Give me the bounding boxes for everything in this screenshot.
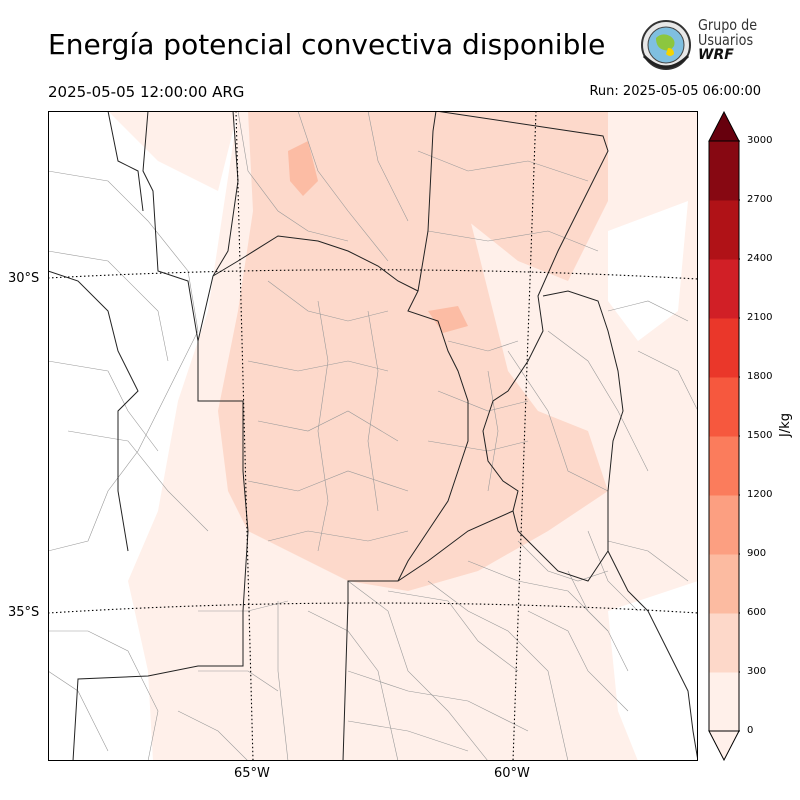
colorbar-tick-label: 3000 [747, 135, 773, 146]
logo-line-2: Usuarios [698, 31, 754, 49]
colorbar-tick-label: 2400 [747, 253, 773, 264]
colorbar-band [709, 377, 739, 437]
colorbar-band [709, 259, 739, 319]
map-frame [48, 111, 698, 761]
colorbar-extend-max [708, 111, 740, 142]
colorbar-tick-label: 1500 [747, 430, 773, 441]
department-boundaries [48, 111, 698, 761]
colorbar-band [709, 554, 739, 614]
colorbar-band [709, 200, 739, 260]
colorbar-band [709, 436, 739, 496]
colorbar-tick-label: 300 [747, 666, 767, 677]
logo-line-3: WRF [698, 47, 734, 63]
colorbar-tick-label: 600 [747, 607, 767, 618]
province-boundaries [48, 111, 698, 761]
colorbar-band [709, 613, 739, 673]
logo-line-1: Grupo de [698, 16, 758, 34]
colorbar-tick-label: 2100 [747, 312, 773, 323]
colorbar [708, 111, 740, 761]
cape-fill-light-west [108, 111, 238, 191]
colorbar-tick-label: 0 [747, 725, 754, 736]
lon-label-60w: 60°W [494, 766, 530, 781]
colorbar-tick-label: 900 [747, 548, 767, 559]
colorbar-tick-label: 1800 [747, 371, 773, 382]
cape-zero-area [608, 581, 698, 761]
colorbar-band [709, 318, 739, 378]
colorbar-band [709, 495, 739, 555]
map-title: Energía potencial convectiva disponible [48, 28, 606, 61]
lat-label-30s: 30°S [8, 271, 40, 286]
cape-fill-strong-2 [428, 306, 468, 333]
colorbar-unit-label: J/kg [778, 413, 793, 437]
valid-time: 2025-05-05 12:00:00 ARG [48, 83, 245, 101]
wrf-globe-icon [641, 20, 691, 70]
colorbar-tick-label: 1200 [747, 489, 773, 500]
cape-fill-medium [218, 111, 608, 591]
colorbar-band [709, 672, 739, 732]
lat-label-35s: 35°S [8, 605, 40, 620]
run-time: Run: 2025-05-05 06:00:00 [589, 84, 761, 99]
colorbar-band [709, 141, 739, 201]
colorbar-extend-min [708, 730, 740, 761]
colorbar-tick-label: 2700 [747, 194, 773, 205]
wrf-logo: Grupo de Usuarios WRF [638, 18, 758, 74]
lon-label-65w: 65°W [234, 766, 270, 781]
cape-fill-medium-north [418, 111, 608, 281]
graticule [48, 111, 698, 761]
cape-fill-strong [288, 141, 318, 196]
cape-map [48, 111, 698, 761]
